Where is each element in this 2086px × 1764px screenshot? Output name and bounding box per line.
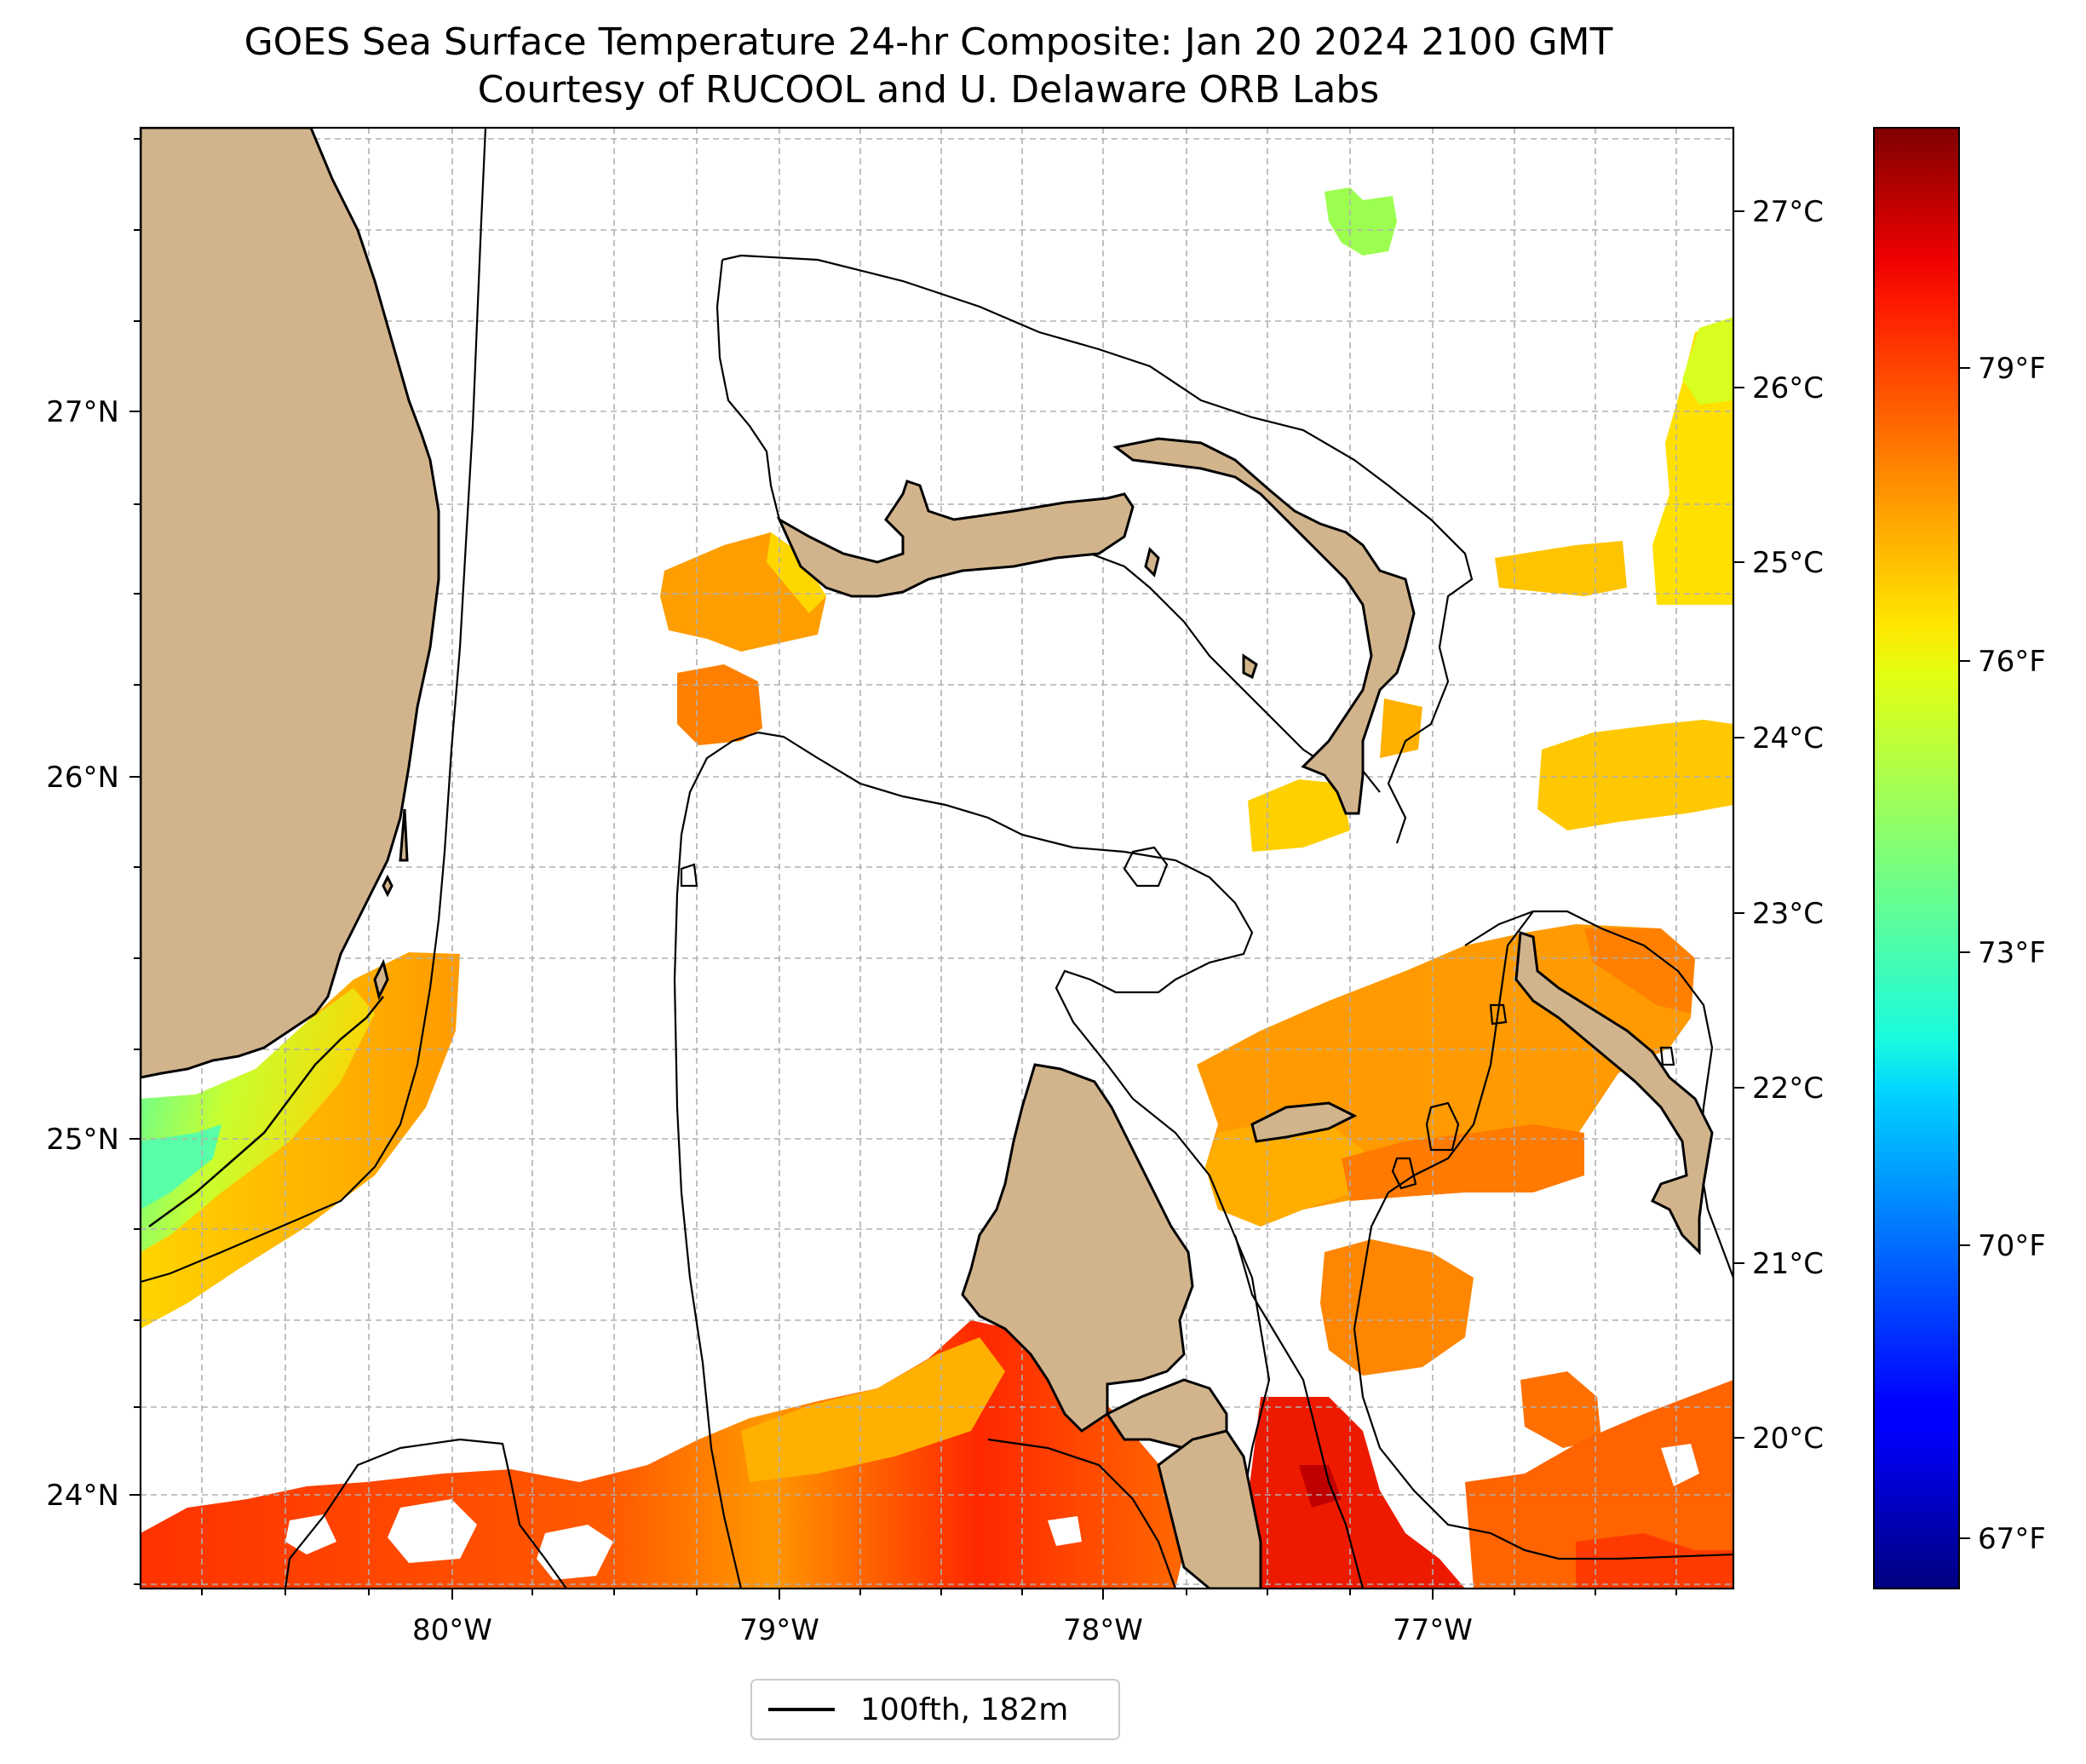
lon-tick-label: 79°W [739, 1613, 819, 1647]
map-title-line1: GOES Sea Surface Temperature 24-hr Compo… [244, 20, 1613, 64]
celsius-tick-label: 21°C [1752, 1247, 1824, 1281]
fahrenheit-tick-label: 73°F [1978, 936, 2046, 970]
lat-ticks [129, 138, 141, 1585]
map-plot-area [141, 128, 1733, 1589]
grand-bahama-land [776, 480, 1135, 598]
shoal-contours [680, 846, 1675, 1190]
celsius-tick-label: 24°C [1752, 721, 1824, 756]
lon-tick-label: 78°W [1063, 1613, 1143, 1647]
fahrenheit-tick-label: 76°F [1978, 645, 2046, 679]
map-frame [139, 126, 1735, 1590]
celsius-tick-label: 25°C [1752, 546, 1824, 580]
lon-tick-label: 80°W [412, 1613, 492, 1647]
fahrenheit-tick-label: 70°F [1978, 1229, 2046, 1263]
eleuthera-land [1514, 930, 1714, 1255]
lon-ticks [201, 1589, 1677, 1600]
legend: 100fth, 182m [750, 1679, 1120, 1740]
lon-tick-label: 77°W [1393, 1613, 1473, 1647]
map-title-line2: Courtesy of RUCOOL and U. Delaware ORB L… [478, 68, 1379, 112]
lat-tick-label: 26°N [46, 761, 119, 795]
legend-label: 100fth, 182m [860, 1692, 1068, 1727]
lat-tick-label: 25°N [46, 1123, 119, 1157]
legend-box [750, 1679, 1120, 1740]
celsius-tick-label: 23°C [1752, 897, 1824, 931]
colorbar-gradient [1873, 127, 1960, 1589]
colorbar: 79°F 76°F 73°F 70°F 67°F [1873, 127, 2046, 1589]
florida-land [141, 128, 440, 1079]
celsius-tick-label: 26°C [1752, 371, 1824, 405]
celsius-tick-label: 20°C [1752, 1422, 1824, 1456]
celsius-tick-label: 22°C [1752, 1072, 1824, 1106]
land-layer [141, 128, 1714, 1589]
lat-tick-label: 27°N [46, 395, 119, 429]
celsius-tick-label: 27°C [1752, 195, 1824, 229]
abaco-land [1112, 437, 1416, 815]
fahrenheit-tick-label: 79°F [1978, 352, 2046, 386]
fahrenheit-tick-label: 67°F [1978, 1522, 2046, 1556]
lat-tick-label: 24°N [46, 1479, 119, 1513]
andros-cays-land [1157, 1429, 1262, 1589]
celsius-ticks [1733, 210, 1744, 1439]
nassau-island-land [1250, 1101, 1358, 1143]
